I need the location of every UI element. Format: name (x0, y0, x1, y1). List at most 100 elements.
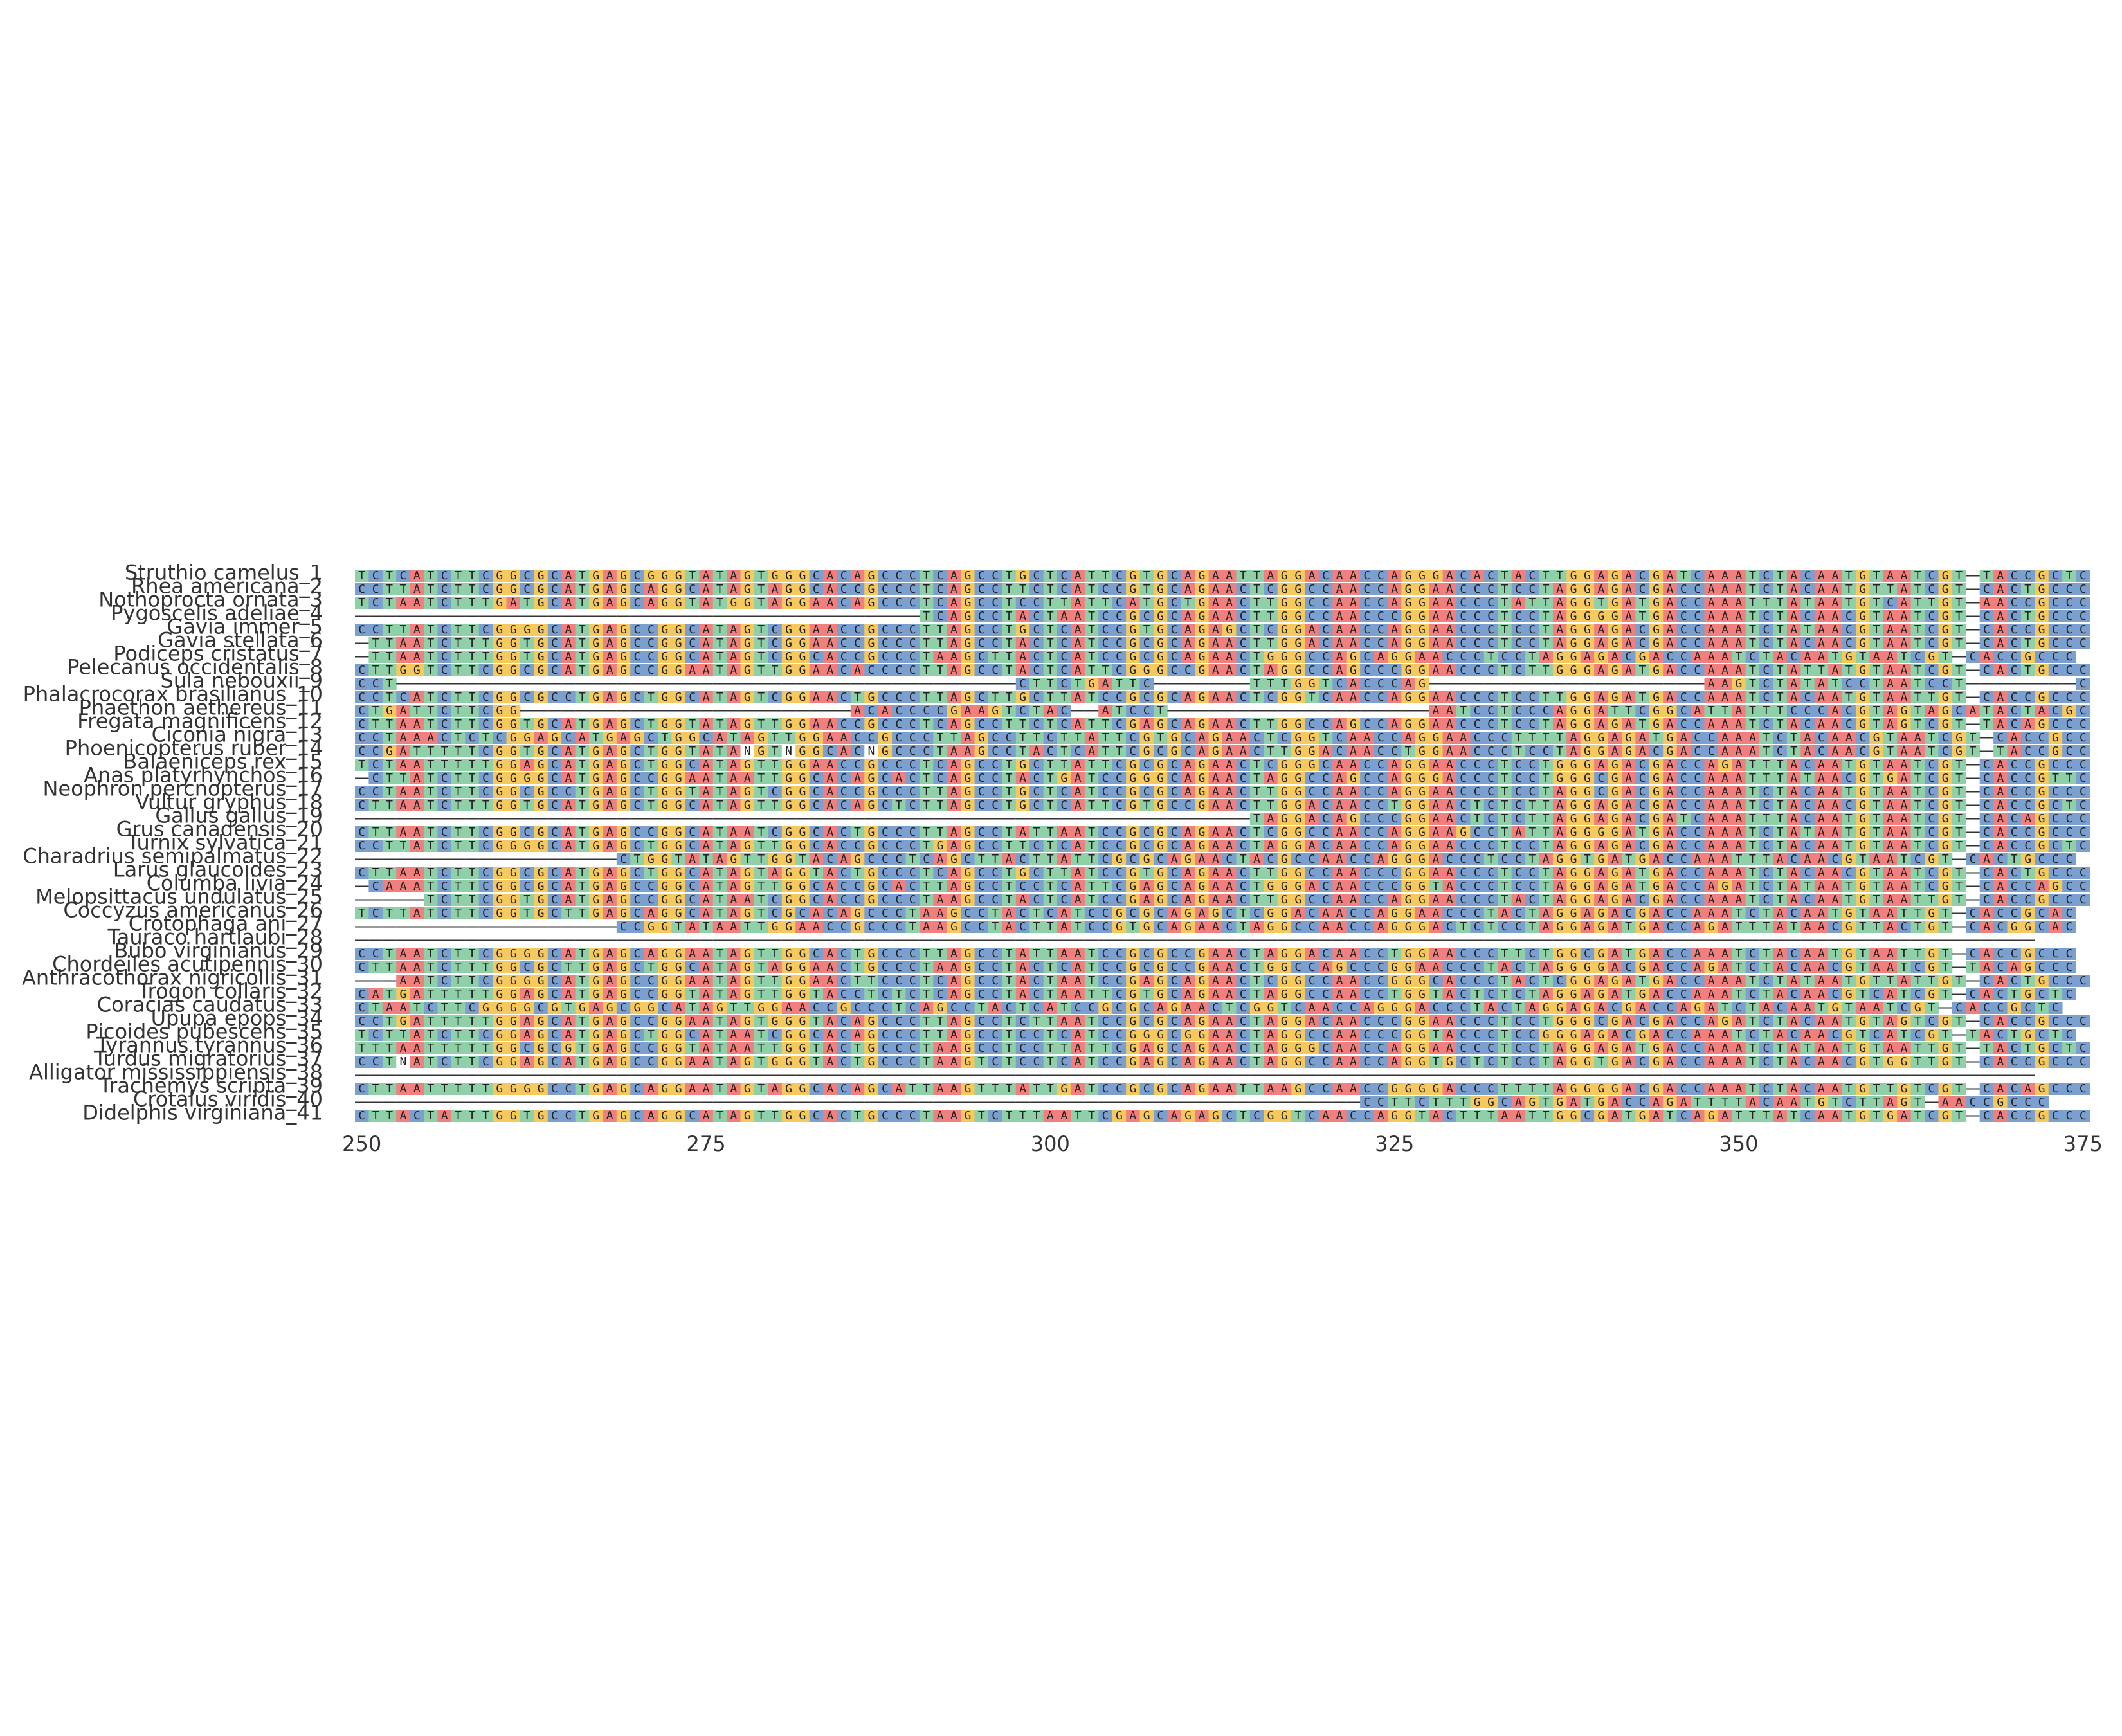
base-letter: A (1736, 596, 1743, 610)
base-letter: C (1391, 610, 1398, 623)
base-tile (437, 570, 452, 582)
base-letter: G (661, 596, 668, 610)
base-letter: T (1501, 569, 1509, 583)
base-letter: A (648, 596, 655, 610)
base-tile (1676, 570, 1691, 582)
base-tile (1442, 570, 1457, 582)
base-letter: T (689, 569, 696, 583)
base-tile (1925, 570, 1939, 582)
base-letter: A (826, 569, 833, 583)
base-letter: T (1749, 569, 1756, 583)
base-letter: A (703, 583, 710, 596)
base-letter: T (1088, 583, 1095, 596)
base-letter: C (1171, 583, 1178, 596)
base-letter: C (2052, 596, 2059, 610)
base-letter: A (400, 596, 407, 610)
base-letter: A (1708, 569, 1715, 583)
base-tile (437, 583, 452, 595)
base-letter: T (427, 583, 434, 596)
base-letter: G (964, 569, 971, 583)
base-tile (795, 570, 810, 582)
base-letter: C (909, 569, 916, 583)
base-letter: C (840, 583, 848, 596)
base-letter: C (1033, 610, 1040, 623)
base-tile (2020, 570, 2035, 582)
base-letter: T (2065, 569, 2072, 583)
base-tile (630, 570, 645, 582)
base-tile (1236, 570, 1251, 582)
base-tile (2062, 570, 2076, 582)
base-letter: T (455, 569, 462, 583)
base-letter: A (1212, 610, 1219, 623)
base-letter: A (1901, 583, 1908, 596)
base-letter: G (1198, 583, 1205, 596)
base-letter: T (1914, 583, 1921, 596)
base-tile (1786, 570, 1801, 582)
base-letter: C (2052, 569, 2059, 583)
base-letter: A (413, 623, 421, 637)
base-letter: A (1831, 596, 1838, 610)
base-letter: C (523, 569, 530, 583)
base-letter: C (372, 596, 379, 610)
base-letter: C (1983, 610, 1990, 623)
base-letter: A (1556, 610, 1563, 623)
base-letter: T (1955, 569, 1963, 583)
base-letter: G (1653, 596, 1660, 610)
base-letter: G (2038, 596, 2045, 610)
base-letter: T (757, 583, 765, 596)
base-letter: A (730, 623, 737, 637)
base-letter: G (772, 569, 779, 583)
base-letter: C (551, 583, 558, 596)
base-letter: G (1584, 610, 1591, 623)
base-letter: A (730, 583, 737, 596)
base-tile (754, 570, 768, 582)
base-letter: T (1543, 583, 1550, 596)
base-tile (1374, 570, 1388, 582)
base-letter: T (1887, 583, 1894, 596)
base-letter: G (620, 623, 627, 637)
base-letter: C (358, 583, 365, 596)
base-letter: A (1831, 569, 1838, 583)
base-letter: C (1171, 596, 1178, 610)
base-tile (1525, 570, 1539, 582)
base-letter: A (703, 569, 710, 583)
base-letter: C (1460, 569, 1467, 583)
base-letter: A (1336, 583, 1343, 596)
base-letter: T (386, 623, 393, 637)
base-letter: C (1363, 583, 1370, 596)
base-letter: A (950, 596, 957, 610)
base-tile (850, 570, 865, 582)
base-letter: A (1446, 596, 1453, 610)
base-tile (1552, 570, 1567, 582)
base-letter: A (1666, 583, 1673, 596)
base-letter: G (620, 596, 627, 610)
base-tile (493, 570, 507, 582)
base-tile (2035, 570, 2049, 582)
base-letter: C (2011, 583, 2018, 596)
base-letter: C (2080, 583, 2087, 596)
base-tile (355, 583, 369, 595)
base-letter: G (1405, 596, 1412, 610)
base-letter: G (1859, 610, 1866, 623)
base-tile (658, 570, 672, 582)
base-letter: T (427, 623, 434, 637)
base-letter: T (482, 596, 489, 610)
base-letter: C (1694, 569, 1701, 583)
base-letter: G (1859, 583, 1866, 596)
base-letter: A (1075, 583, 1082, 596)
base-letter: G (1405, 583, 1412, 596)
base-letter: C (634, 596, 641, 610)
base-letter: T (400, 623, 407, 637)
base-letter: C (1116, 569, 1123, 583)
base-letter: C (813, 569, 820, 583)
base-letter: C (1804, 610, 1811, 623)
base-letter: A (1075, 569, 1082, 583)
base-letter: C (1928, 569, 1935, 583)
base-letter: T (1501, 583, 1509, 596)
base-letter: T (1983, 569, 1990, 583)
base-letter: G (1611, 596, 1619, 610)
base-letter: G (496, 569, 503, 583)
base-letter: A (1983, 596, 1990, 610)
base-letter: A (1391, 569, 1398, 583)
base-tile (1291, 570, 1305, 582)
